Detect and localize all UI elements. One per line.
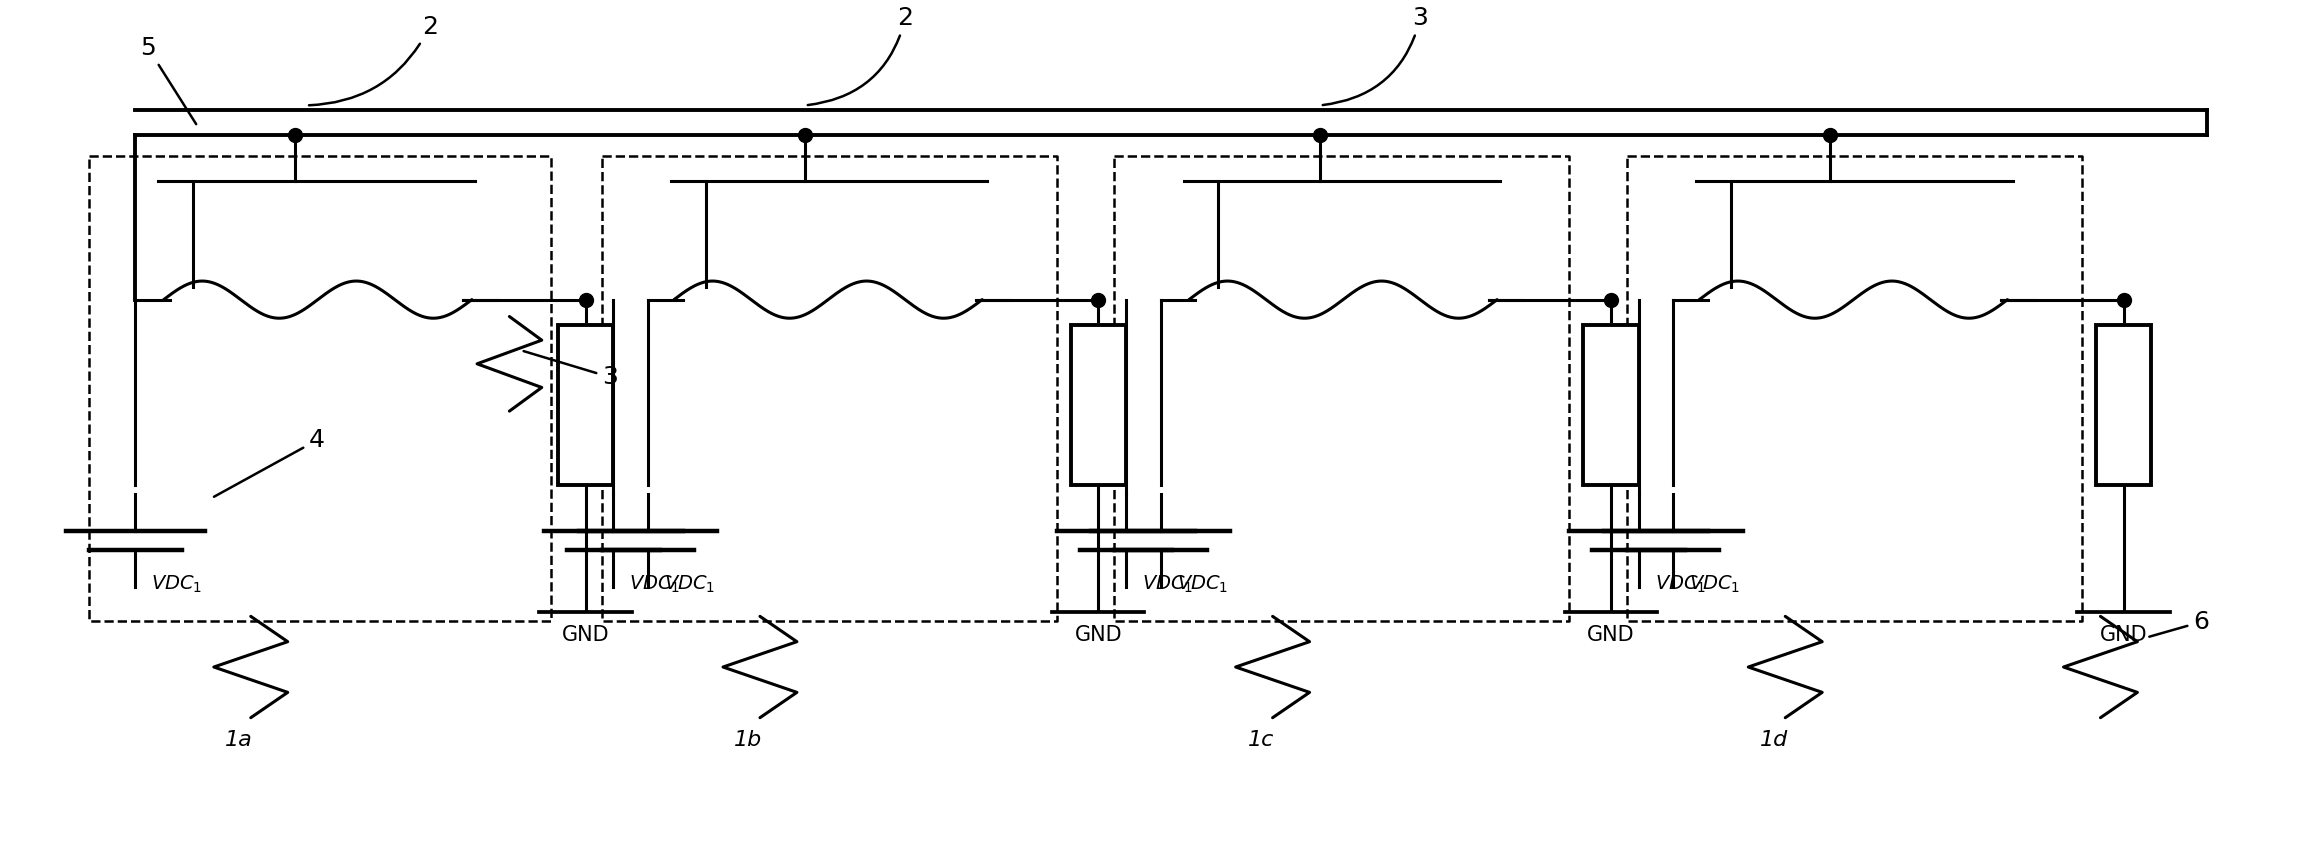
Text: $VDC_1$: $VDC_1$ — [1690, 574, 1741, 595]
Text: 2: 2 — [310, 14, 437, 105]
Text: 2: 2 — [807, 6, 913, 105]
Text: $VDC_1$: $VDC_1$ — [1177, 574, 1228, 595]
Text: 3: 3 — [523, 351, 617, 389]
Text: $VDC_1$: $VDC_1$ — [1655, 574, 1706, 595]
Bar — [1070, 325, 1126, 485]
Text: 6: 6 — [2150, 610, 2208, 637]
Text: 1c: 1c — [1248, 730, 1274, 751]
Text: 4: 4 — [215, 428, 324, 496]
Text: GND: GND — [1075, 625, 1121, 645]
Bar — [557, 325, 613, 485]
Text: 1d: 1d — [1759, 730, 1787, 751]
Text: GND: GND — [1586, 625, 1635, 645]
Text: $VDC_1$: $VDC_1$ — [664, 574, 714, 595]
Text: 1a: 1a — [224, 730, 252, 751]
Text: GND: GND — [562, 625, 610, 645]
Text: 3: 3 — [1322, 6, 1429, 105]
Bar — [1584, 325, 1639, 485]
Text: 5: 5 — [141, 36, 197, 124]
Text: $VDC_1$: $VDC_1$ — [1142, 574, 1193, 595]
Bar — [2097, 325, 2150, 485]
Text: $VDC_1$: $VDC_1$ — [153, 574, 203, 595]
Text: GND: GND — [2099, 625, 2148, 645]
Text: 1b: 1b — [735, 730, 763, 751]
Text: $VDC_1$: $VDC_1$ — [629, 574, 680, 595]
